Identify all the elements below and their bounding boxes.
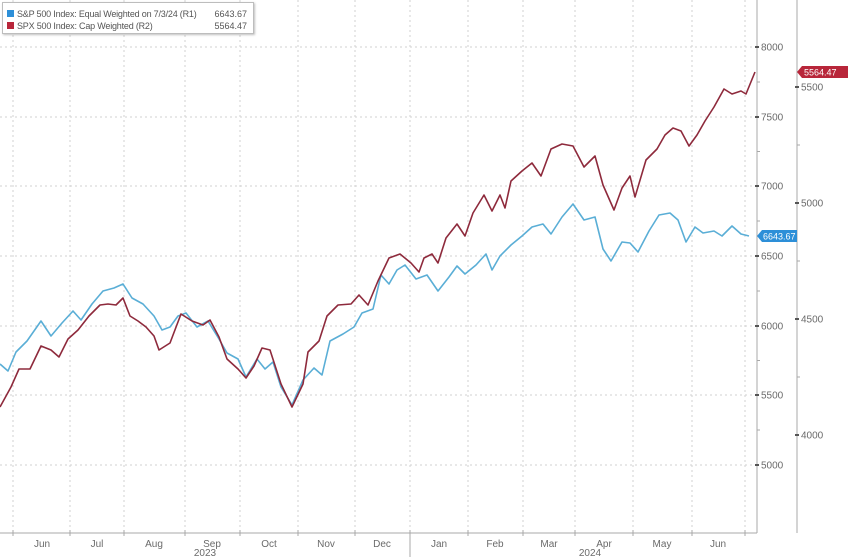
month-label: Apr (596, 539, 612, 550)
legend-value: 6643.67 (214, 8, 247, 19)
r1-tick-mark (755, 464, 759, 466)
r2-tick-label: 4500 (801, 315, 824, 326)
r1-tick-mark (755, 394, 759, 396)
r2-tick-label: 5000 (801, 199, 824, 210)
legend-swatch-cap-weighted (7, 22, 14, 29)
legend-item-equal-weighted: S&P 500 Index: Equal Weighted on 7/3/24 … (7, 8, 247, 19)
r1-tick-mark (755, 325, 759, 327)
month-label: Oct (261, 539, 277, 550)
year-label: 2023 (194, 548, 217, 557)
r1-tick-label: 5500 (761, 391, 784, 402)
month-label: Jun (34, 539, 50, 550)
r1-tick-mark (755, 46, 759, 48)
r1-tick-label: 8000 (761, 43, 784, 54)
equal-weighted-value-tag: 6643.67 (757, 230, 797, 242)
month-label: Nov (317, 539, 335, 550)
r1-tick-label: 7000 (761, 182, 784, 193)
r2-tick-mark (795, 434, 799, 436)
legend-item-cap-weighted: SPX 500 Index: Cap Weighted (R2) 5564.47 (7, 20, 247, 31)
r1-tick-mark (755, 185, 759, 187)
r2-tick-label: 4000 (801, 431, 824, 442)
r2-tick-mark (795, 202, 799, 204)
year-label: 2024 (579, 548, 602, 557)
r1-axis-ticks: 8000 7500 7000 6500 6000 5500 5000 (755, 43, 784, 472)
month-label: Sep (203, 539, 221, 550)
r1-tick-mark (755, 116, 759, 118)
horizontal-gridlines (0, 46, 757, 466)
vertical-gridlines (12, 0, 746, 533)
r1-tick-label: 6000 (761, 322, 784, 333)
month-label: May (653, 539, 672, 550)
chart-legend: S&P 500 Index: Equal Weighted on 7/3/24 … (2, 2, 254, 34)
x-axis-labels: Jun Jul Aug Sep Oct Nov Dec Jan Feb Mar Apr May Jun 2… (34, 539, 726, 557)
r2-tick-mark (795, 86, 799, 88)
svg-text:6643.67: 6643.67 (763, 232, 796, 242)
r1-tick-label: 5000 (761, 461, 784, 472)
cap-weighted-value-tag: 5564.47 (797, 66, 848, 78)
cap-weighted-line (0, 71, 756, 408)
r2-axis-ticks: 5500 5000 4500 4000 (795, 83, 824, 442)
svg-text:5564.47: 5564.47 (804, 68, 837, 78)
legend-label: SPX 500 Index: Cap Weighted (R2) (17, 20, 153, 31)
month-label: Aug (145, 539, 163, 550)
r1-tick-label: 6500 (761, 252, 784, 263)
month-label: Jun (710, 539, 726, 550)
legend-value: 5564.47 (214, 20, 247, 31)
month-label: Jan (431, 539, 447, 550)
month-label: Jul (91, 539, 104, 550)
month-label: Feb (486, 539, 504, 550)
x-axis-ticks (12, 530, 746, 536)
legend-label: S&P 500 Index: Equal Weighted on 7/3/24 … (17, 8, 197, 19)
month-label: Dec (373, 539, 391, 550)
r2-tick-label: 5500 (801, 83, 824, 94)
r1-tick-label: 7500 (761, 113, 784, 124)
r1-tick-mark (755, 255, 759, 257)
axes (0, 0, 798, 557)
legend-swatch-equal-weighted (7, 10, 14, 17)
r2-tick-mark (795, 318, 799, 320)
month-label: Mar (540, 539, 558, 550)
